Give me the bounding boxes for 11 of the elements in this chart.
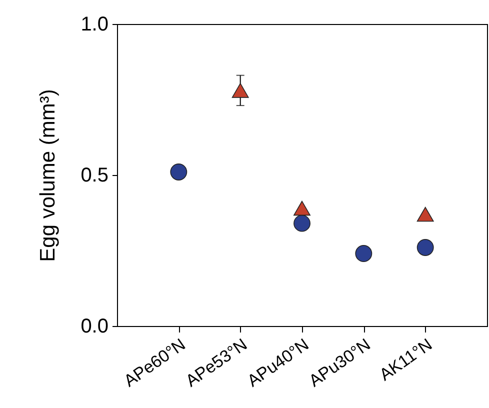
y-axis-title: Egg volume (mm³) [36, 89, 60, 262]
point [294, 200, 310, 216]
y-tick-label: 1.0 [80, 14, 108, 36]
y-tick-label: 0.0 [80, 316, 108, 338]
point [416, 206, 434, 222]
point [170, 164, 188, 180]
y-tick-label: 0.5 [80, 164, 108, 186]
point [416, 239, 434, 256]
point [232, 83, 249, 98]
point [355, 245, 372, 262]
point [294, 214, 310, 232]
